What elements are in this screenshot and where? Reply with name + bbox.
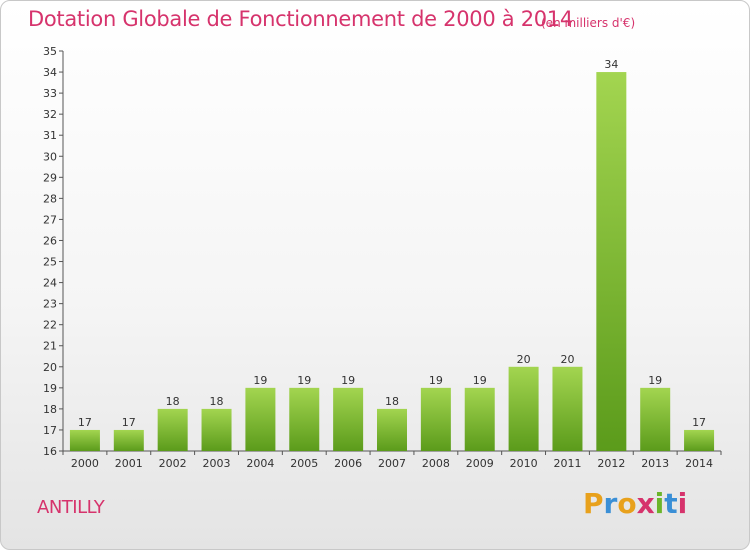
y-tick-label: 18 [43,403,57,416]
data-label-2012: 34 [604,58,618,71]
y-tick-label: 31 [43,129,57,142]
data-label-2006: 19 [341,374,355,387]
bar-2008 [420,387,451,451]
bar-2007 [377,408,407,451]
y-tick-label: 20 [43,361,57,374]
y-tick-label: 29 [43,171,57,184]
x-tick-label-2013: 2013 [641,457,669,470]
bar-2012 [596,72,627,451]
bar-2001 [113,429,144,451]
y-tick-label: 16 [43,445,57,458]
x-tick-label-2003: 2003 [203,457,231,470]
data-label-2007: 18 [385,395,399,408]
bar-2014 [684,429,715,451]
city-name: ANTILLY [37,497,105,518]
x-tick-label-2009: 2009 [466,457,494,470]
y-tick-label: 32 [43,108,57,121]
bar-2013 [640,387,671,451]
data-label-2004: 19 [253,374,267,387]
chart-axes: 16 17 18 19 20 21 22 23 24 25 26 27 28 29 30 31 32 33 34 35… [43,45,722,470]
proxiti-logo[interactable]: Proxiti [583,487,688,520]
y-tick-label: 22 [43,319,57,332]
y-tick-label: 24 [43,277,57,290]
y-tick-label: 23 [43,298,57,311]
x-tick-label-2006: 2006 [334,457,362,470]
chart-subtitle: (en milliers d'€) [541,16,636,30]
y-tick-label: 28 [43,192,57,205]
bar-2009 [464,387,495,451]
data-label-2011: 20 [560,353,574,366]
bar-2000 [69,429,100,451]
chart-bars: 17 17 18 18 19 19 19 18 19 19 20 20 34 19 17 [69,58,715,451]
y-tick-label: 35 [43,45,57,58]
x-tick-label-2007: 2007 [378,457,406,470]
bar-2003 [201,408,232,451]
bar-2005 [289,387,320,451]
y-tick-label: 21 [43,340,57,353]
y-tick-label: 26 [43,234,57,247]
y-tick-label: 30 [43,150,57,163]
x-tick-label-2005: 2005 [290,457,318,470]
x-tick-label-2000: 2000 [71,457,99,470]
data-label-2009: 19 [473,374,487,387]
x-tick-label-2004: 2004 [246,457,274,470]
bar-2002 [157,408,188,451]
data-label-2003: 18 [210,395,224,408]
data-label-2002: 18 [166,395,180,408]
y-tick-label: 17 [43,424,57,437]
x-tick-label-2012: 2012 [597,457,625,470]
chart-title: Dotation Globale de Fonctionnement de 20… [28,7,573,31]
bar-2010 [508,366,539,451]
bar-2011 [552,366,583,451]
x-tick-label-2010: 2010 [510,457,538,470]
bar-2004 [245,387,276,451]
data-label-2005: 19 [297,374,311,387]
y-tick-label: 34 [43,66,57,79]
data-label-2001: 17 [122,416,136,429]
x-tick-label-2008: 2008 [422,457,450,470]
data-label-2013: 19 [648,374,662,387]
data-label-2010: 20 [517,353,531,366]
data-label-2014: 17 [692,416,706,429]
y-tick-label: 33 [43,87,57,100]
y-tick-label: 19 [43,382,57,395]
x-tick-label-2011: 2011 [553,457,581,470]
x-tick-label-2002: 2002 [159,457,187,470]
bar-2006 [333,387,364,451]
y-tick-label: 27 [43,213,57,226]
x-tick-label-2014: 2014 [685,457,713,470]
data-label-2008: 19 [429,374,443,387]
x-tick-label-2001: 2001 [115,457,143,470]
y-tick-label: 25 [43,256,57,269]
data-label-2000: 17 [78,416,92,429]
